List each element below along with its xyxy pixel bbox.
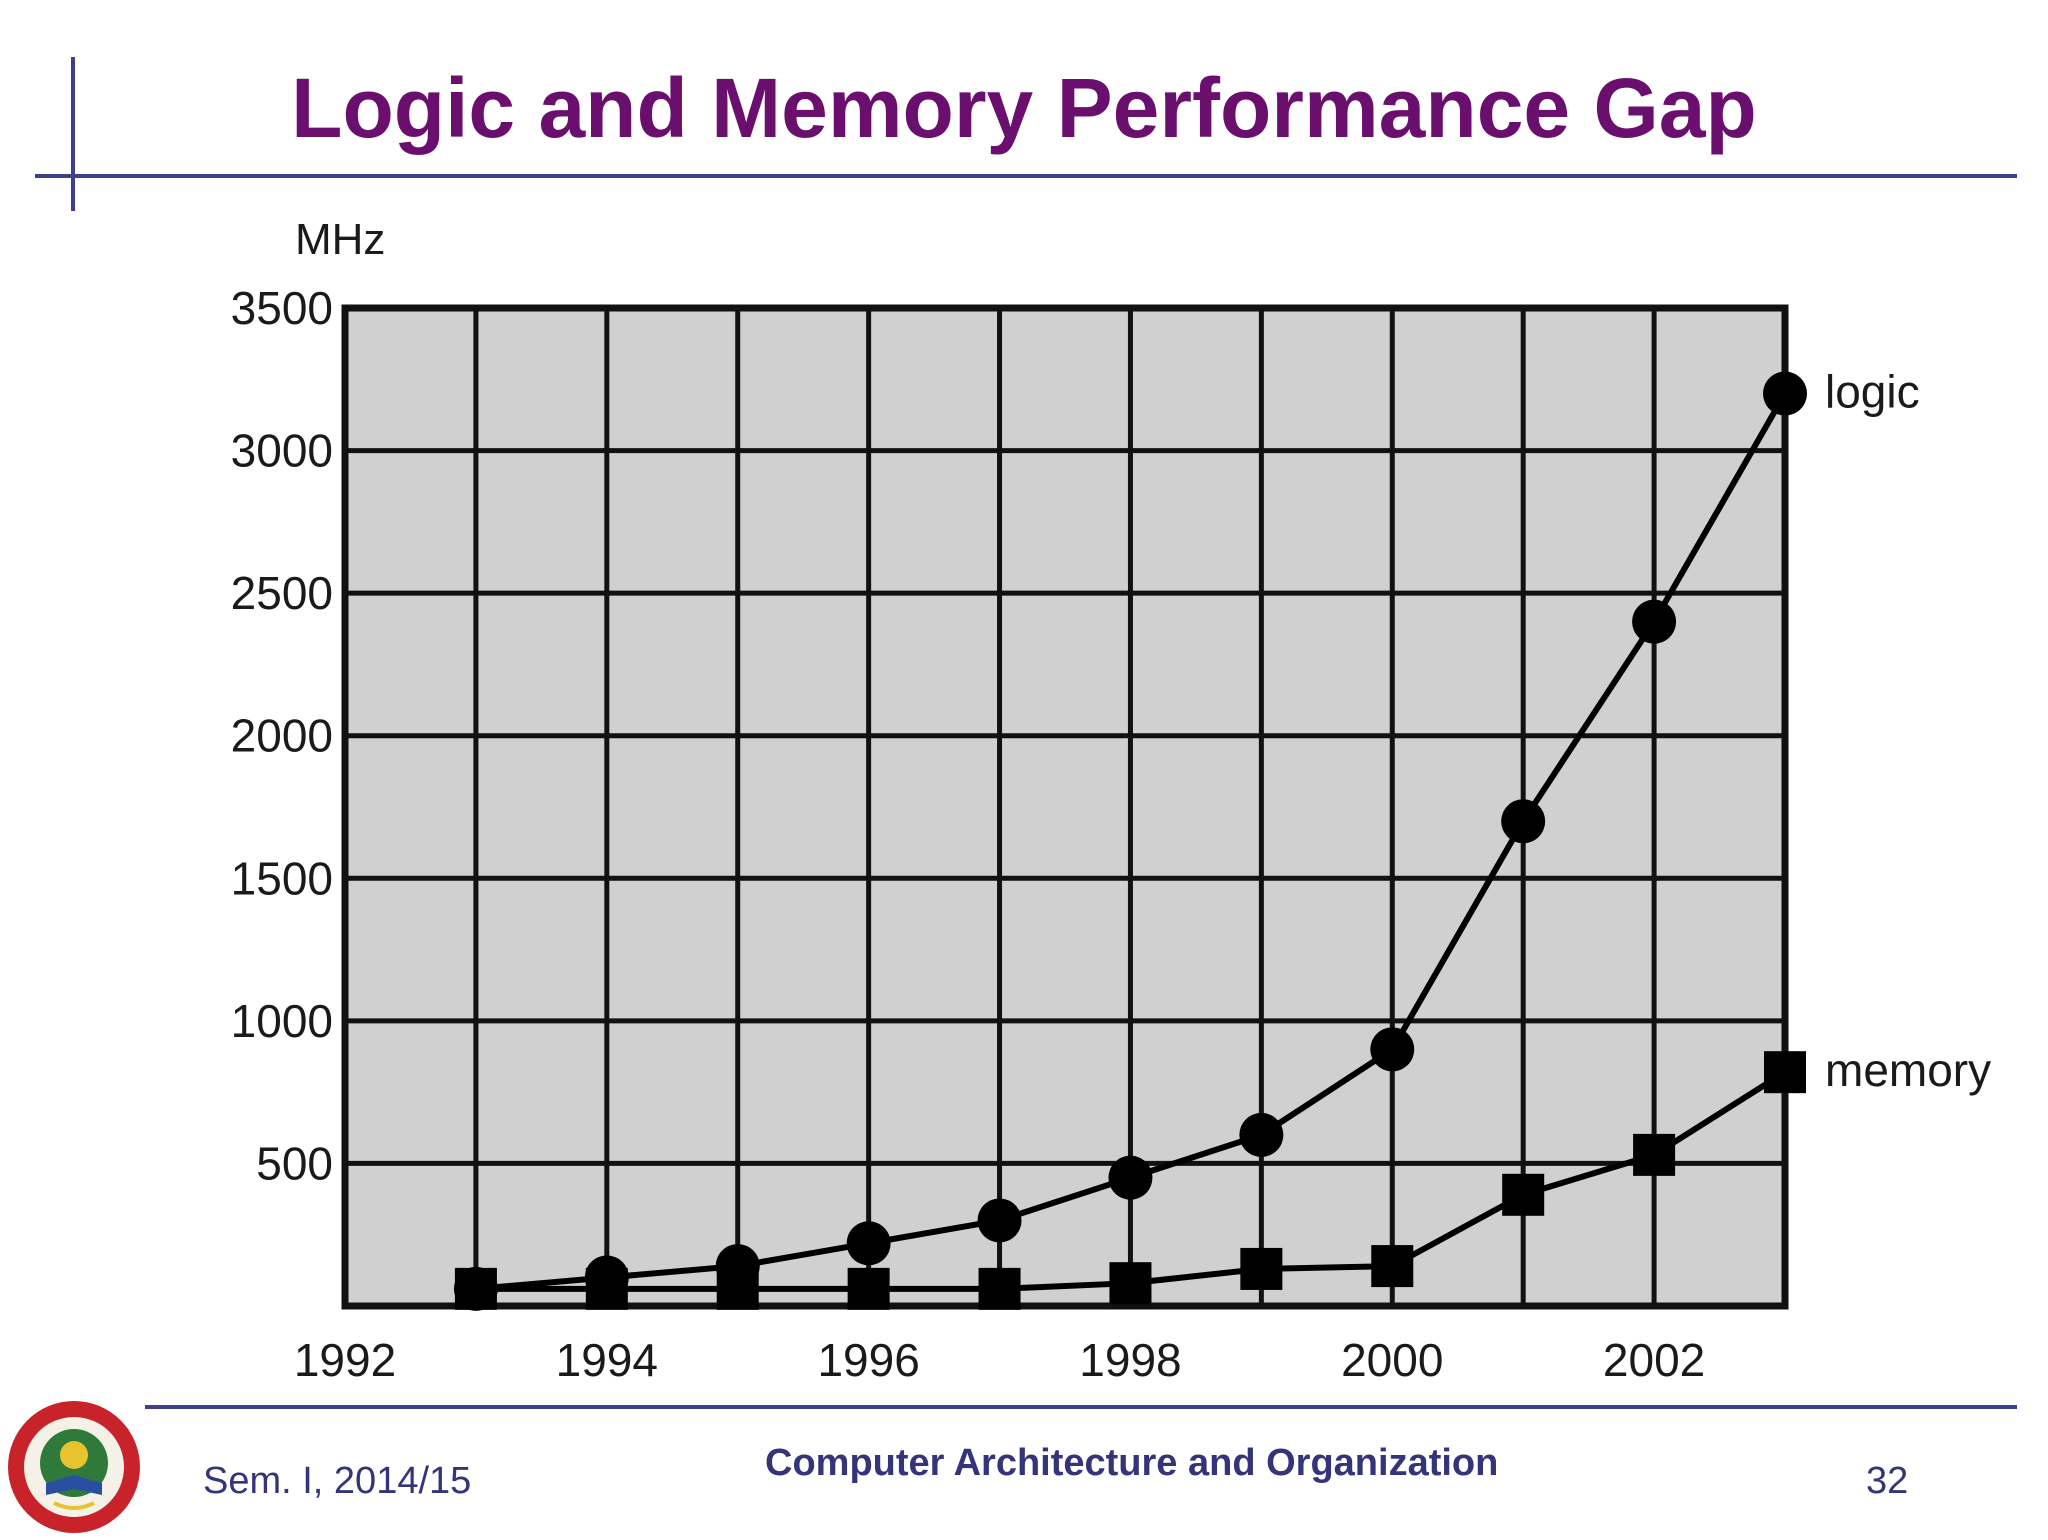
x-tick-label: 1992 (294, 1334, 396, 1386)
footer-rule (145, 1405, 2017, 1409)
memory-point (978, 1267, 1021, 1310)
memory-point (1371, 1245, 1414, 1288)
logic-point (977, 1198, 1022, 1243)
y-tick-label: 1500 (231, 852, 333, 904)
logic-label: logic (1825, 366, 1920, 418)
x-tick-label: 1998 (1079, 1334, 1181, 1386)
logic-point (1763, 371, 1807, 416)
semester-label: Sem. I, 2014/15 (203, 1460, 472, 1502)
x-tick-label: 2002 (1603, 1334, 1705, 1386)
memory-label: memory (1825, 1044, 1991, 1096)
memory-point (1502, 1173, 1545, 1216)
y-axis-label: MHz (295, 215, 385, 264)
y-tick-label: 2500 (231, 567, 333, 619)
logic-point (1370, 1027, 1415, 1072)
x-tick-label: 1996 (817, 1334, 919, 1386)
y-tick-label: 3500 (231, 282, 333, 334)
y-tick-labels: 500 1000 1500 2000 2500 3000 3500 (231, 282, 333, 1189)
memory-point (1109, 1262, 1152, 1305)
y-tick-label: 3000 (231, 425, 333, 477)
slide-title: Logic and Memory Performance Gap (291, 61, 1757, 155)
plot-frame (341, 304, 1789, 1310)
plot-area (345, 308, 1785, 1306)
page-number: 32 (1866, 1460, 1909, 1502)
memory-point (716, 1267, 759, 1310)
logic-point (1501, 799, 1546, 844)
y-tick-label: 2000 (231, 710, 333, 762)
memory-point (1764, 1051, 1806, 1094)
logic-point (1239, 1112, 1284, 1157)
title-vertical-rule (71, 57, 75, 211)
memory-point (847, 1267, 890, 1310)
title-underline-rule (35, 174, 2017, 178)
logic-point (846, 1221, 891, 1266)
university-seal-icon (2, 1395, 152, 1540)
logic-point (1632, 599, 1677, 644)
course-title: Computer Architecture and Organization (765, 1442, 1499, 1484)
series-lines: logic memory (453, 366, 1991, 1311)
memory-point (1633, 1133, 1676, 1176)
x-tick-label: 2000 (1341, 1334, 1443, 1386)
x-tick-labels: 1992 1994 1996 1998 2000 2002 (294, 1334, 1705, 1386)
memory-point (585, 1267, 628, 1310)
y-tick-label: 500 (256, 1137, 333, 1189)
memory-point (1240, 1247, 1283, 1290)
y-tick-label: 1000 (231, 995, 333, 1047)
logic-point (1108, 1155, 1153, 1200)
performance-chart: 500 1000 1500 2000 2500 3000 3500 1992 1994 1996… (231, 215, 1991, 1386)
x-tick-label: 1994 (556, 1334, 658, 1386)
memory-point (454, 1267, 497, 1310)
